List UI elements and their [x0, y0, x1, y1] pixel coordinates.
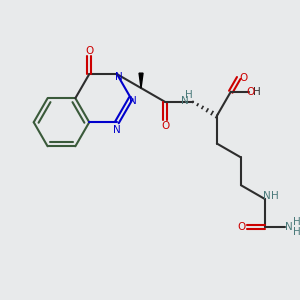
- Text: O: O: [247, 87, 255, 97]
- Text: O: O: [237, 222, 245, 232]
- Text: H: H: [293, 227, 300, 237]
- Text: N: N: [181, 96, 189, 106]
- Text: N: N: [115, 72, 123, 82]
- Text: H: H: [271, 191, 279, 201]
- Text: N: N: [263, 191, 271, 201]
- Text: H: H: [253, 87, 260, 97]
- Polygon shape: [139, 73, 143, 88]
- Text: O: O: [85, 46, 93, 56]
- Text: H: H: [185, 90, 193, 100]
- Text: N: N: [129, 96, 137, 106]
- Text: O: O: [239, 73, 248, 83]
- Text: O: O: [161, 121, 169, 131]
- Text: N: N: [285, 222, 293, 232]
- Text: H: H: [293, 217, 300, 227]
- Text: N: N: [113, 125, 121, 135]
